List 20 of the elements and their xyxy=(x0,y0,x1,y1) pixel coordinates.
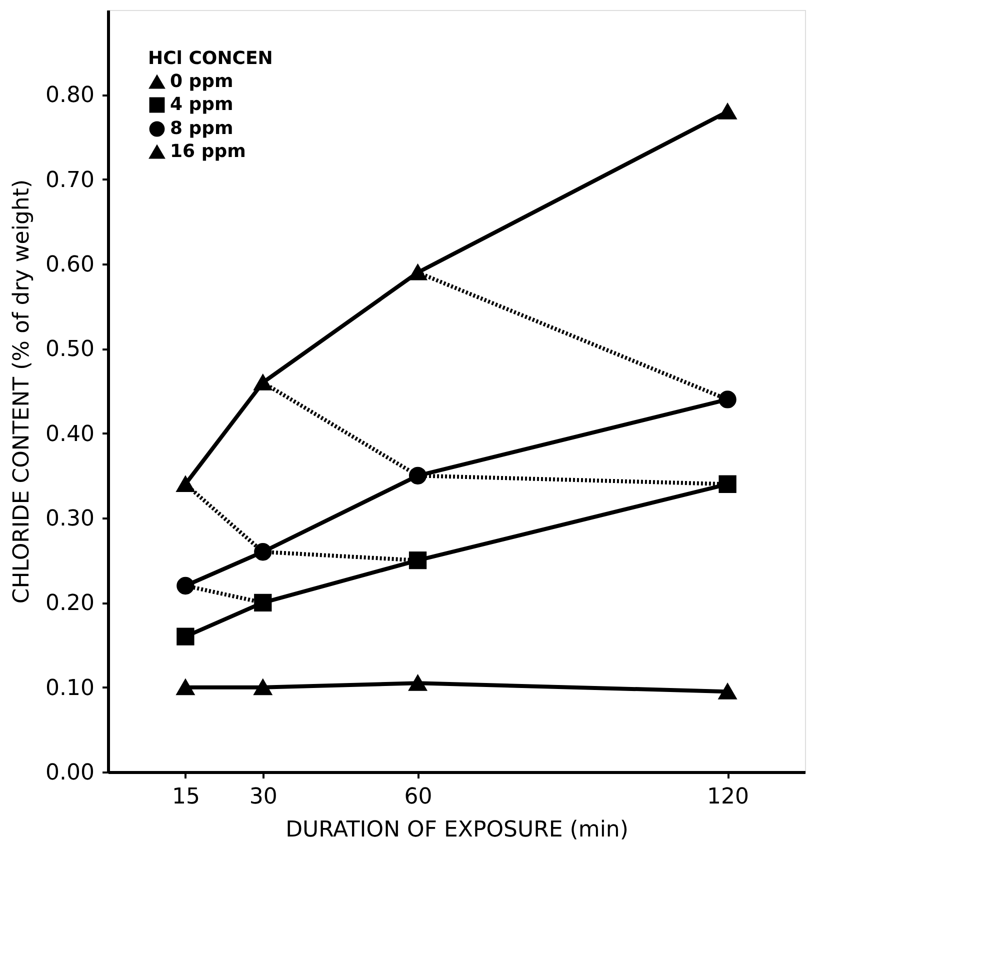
y-tick-label: 0.70 xyxy=(46,168,94,193)
y-tick-label: 0.40 xyxy=(46,422,94,447)
x-axis-title: DURATION OF EXPOSURE (min) xyxy=(286,818,628,842)
legend-label: 16 ppm xyxy=(170,141,246,162)
legend-label: 0 ppm xyxy=(170,71,234,92)
y-tick-label: 0.30 xyxy=(46,506,94,532)
x-tick-label: 60 xyxy=(404,784,432,810)
y-tick-label: 0.60 xyxy=(46,252,94,278)
y-axis-title: CHLORIDE CONTENT (% of dry weight) xyxy=(10,179,35,604)
x-tick-label: 30 xyxy=(249,784,278,810)
legend-label: 4 ppm xyxy=(170,94,234,115)
y-tick-label: 0.80 xyxy=(46,83,94,108)
legend-label: 8 ppm xyxy=(170,118,234,139)
y-tick-label: 0.20 xyxy=(46,591,94,616)
y-tick-label: 0.10 xyxy=(46,676,94,701)
y-tick-label: 0.50 xyxy=(46,337,94,362)
x-tick-label: 15 xyxy=(172,784,200,810)
y-tick-label: 0.00 xyxy=(46,760,94,786)
x-tick-label: 120 xyxy=(707,784,750,810)
legend-title: HCl CONCEN xyxy=(148,48,273,69)
